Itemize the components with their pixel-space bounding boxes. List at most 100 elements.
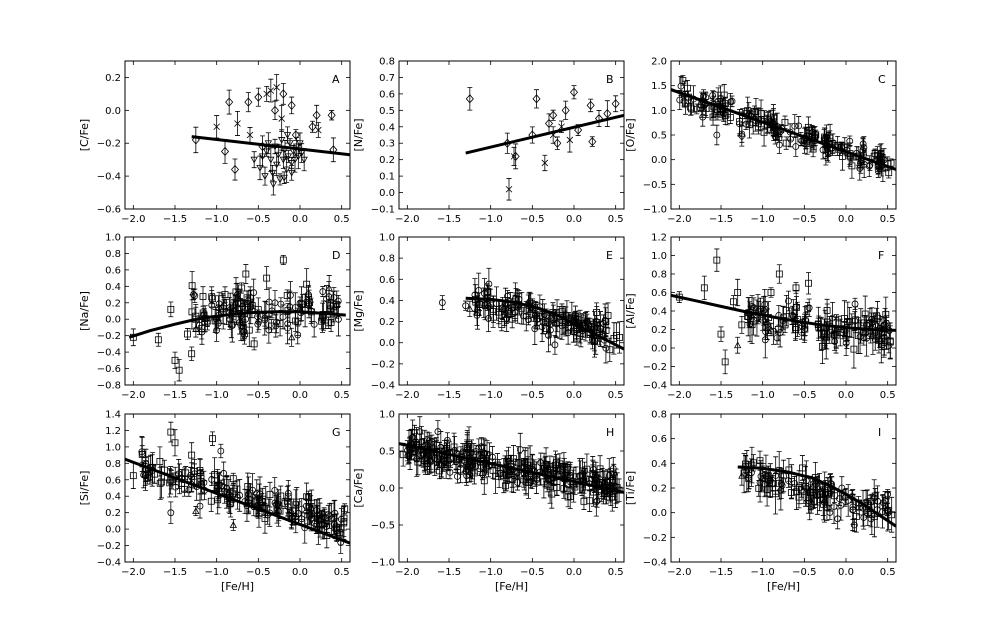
data-point <box>605 472 613 479</box>
error-bar <box>168 421 174 443</box>
data-point <box>184 330 191 338</box>
data-point <box>283 132 292 139</box>
data-point <box>262 498 270 506</box>
error-bar <box>770 109 776 137</box>
error-bar <box>539 311 545 342</box>
data-point <box>325 284 333 291</box>
error-bar <box>806 272 811 295</box>
error-bar <box>448 449 454 468</box>
data-point <box>446 468 454 476</box>
data-point <box>330 514 338 522</box>
data-point <box>213 484 221 492</box>
data-point <box>616 334 624 341</box>
error-bar <box>547 314 553 346</box>
data-point <box>611 99 620 109</box>
y-tick-label: 0.6 <box>651 288 667 299</box>
y-tick-label: 0.6 <box>105 475 121 486</box>
x-tick-label: −0.5 <box>246 567 270 578</box>
data-point <box>885 342 893 350</box>
error-bar <box>270 173 276 196</box>
error-bar <box>849 313 855 338</box>
y-tick-label: 1.0 <box>651 251 667 262</box>
y-tick-label: 0.8 <box>105 459 121 470</box>
error-bar <box>494 286 500 321</box>
data-point <box>727 98 735 106</box>
error-bar <box>474 304 480 326</box>
data-point <box>601 480 609 488</box>
error-bar <box>503 312 509 324</box>
trend-line <box>191 135 350 157</box>
error-bar <box>280 83 286 105</box>
data-point <box>870 494 878 502</box>
error-bar <box>222 478 228 504</box>
data-point <box>846 318 854 326</box>
panel-letter: A <box>332 73 340 86</box>
error-bar <box>251 278 257 307</box>
data-point <box>750 317 757 325</box>
data-point <box>769 479 776 487</box>
data-point <box>856 333 864 341</box>
panel-letter: B <box>606 73 614 86</box>
data-point <box>270 105 280 115</box>
data-point <box>702 105 710 112</box>
data-point <box>531 325 539 333</box>
y-tick-label: 0.2 <box>105 73 121 84</box>
data-point <box>156 479 164 487</box>
data-point <box>228 322 236 329</box>
error-bar <box>515 446 521 480</box>
data-point <box>181 485 188 493</box>
data-point <box>291 130 300 140</box>
plot-area <box>465 85 624 201</box>
y-tick-label: 1.4 <box>105 410 121 421</box>
error-bar <box>537 294 543 319</box>
error-bar <box>130 462 136 489</box>
error-bar <box>827 505 833 520</box>
error-bar <box>604 100 610 127</box>
error-bar <box>439 295 445 310</box>
data-point <box>589 470 597 478</box>
data-point <box>860 514 868 521</box>
data-point <box>709 92 716 99</box>
y-tick-label: −0.1 <box>371 205 395 216</box>
data-point <box>463 443 471 451</box>
error-bar <box>335 302 341 337</box>
data-point <box>782 139 790 147</box>
y-tick-label: 0.4 <box>105 492 121 503</box>
error-bar <box>285 480 291 514</box>
error-bar <box>743 454 749 474</box>
data-point <box>209 295 216 303</box>
y-tick-label: 1.0 <box>105 442 121 453</box>
data-point <box>286 303 294 311</box>
error-bar <box>590 461 596 478</box>
data-point <box>268 169 277 177</box>
data-point <box>579 317 587 325</box>
error-bar <box>189 346 195 361</box>
error-bar <box>870 316 876 355</box>
error-bar <box>226 479 232 513</box>
y-tick-label: 0.4 <box>379 296 395 307</box>
data-point <box>187 471 194 479</box>
data-point <box>291 156 299 164</box>
x-tick-label: 0.5 <box>334 214 350 225</box>
error-bar <box>714 124 720 146</box>
data-point <box>774 325 782 333</box>
data-point <box>141 471 149 478</box>
y-tick-label: 1.2 <box>105 426 121 437</box>
data-point <box>744 107 752 115</box>
data-point <box>304 494 312 502</box>
error-bar <box>801 315 807 344</box>
x-tick-label: 0.5 <box>880 390 896 401</box>
error-bar <box>605 302 611 329</box>
data-point <box>504 292 511 300</box>
data-point <box>844 497 852 504</box>
error-bar <box>701 275 707 301</box>
x-tick-label: −2.0 <box>395 214 419 225</box>
error-bar <box>552 335 558 355</box>
y-tick-label: −0.4 <box>371 381 395 392</box>
data-point <box>203 319 211 327</box>
x-tick-label: 0.0 <box>566 214 582 225</box>
data-point <box>225 97 234 107</box>
x-tick-label: −1.0 <box>205 214 229 225</box>
data-point <box>867 515 875 523</box>
data-point <box>312 506 320 514</box>
